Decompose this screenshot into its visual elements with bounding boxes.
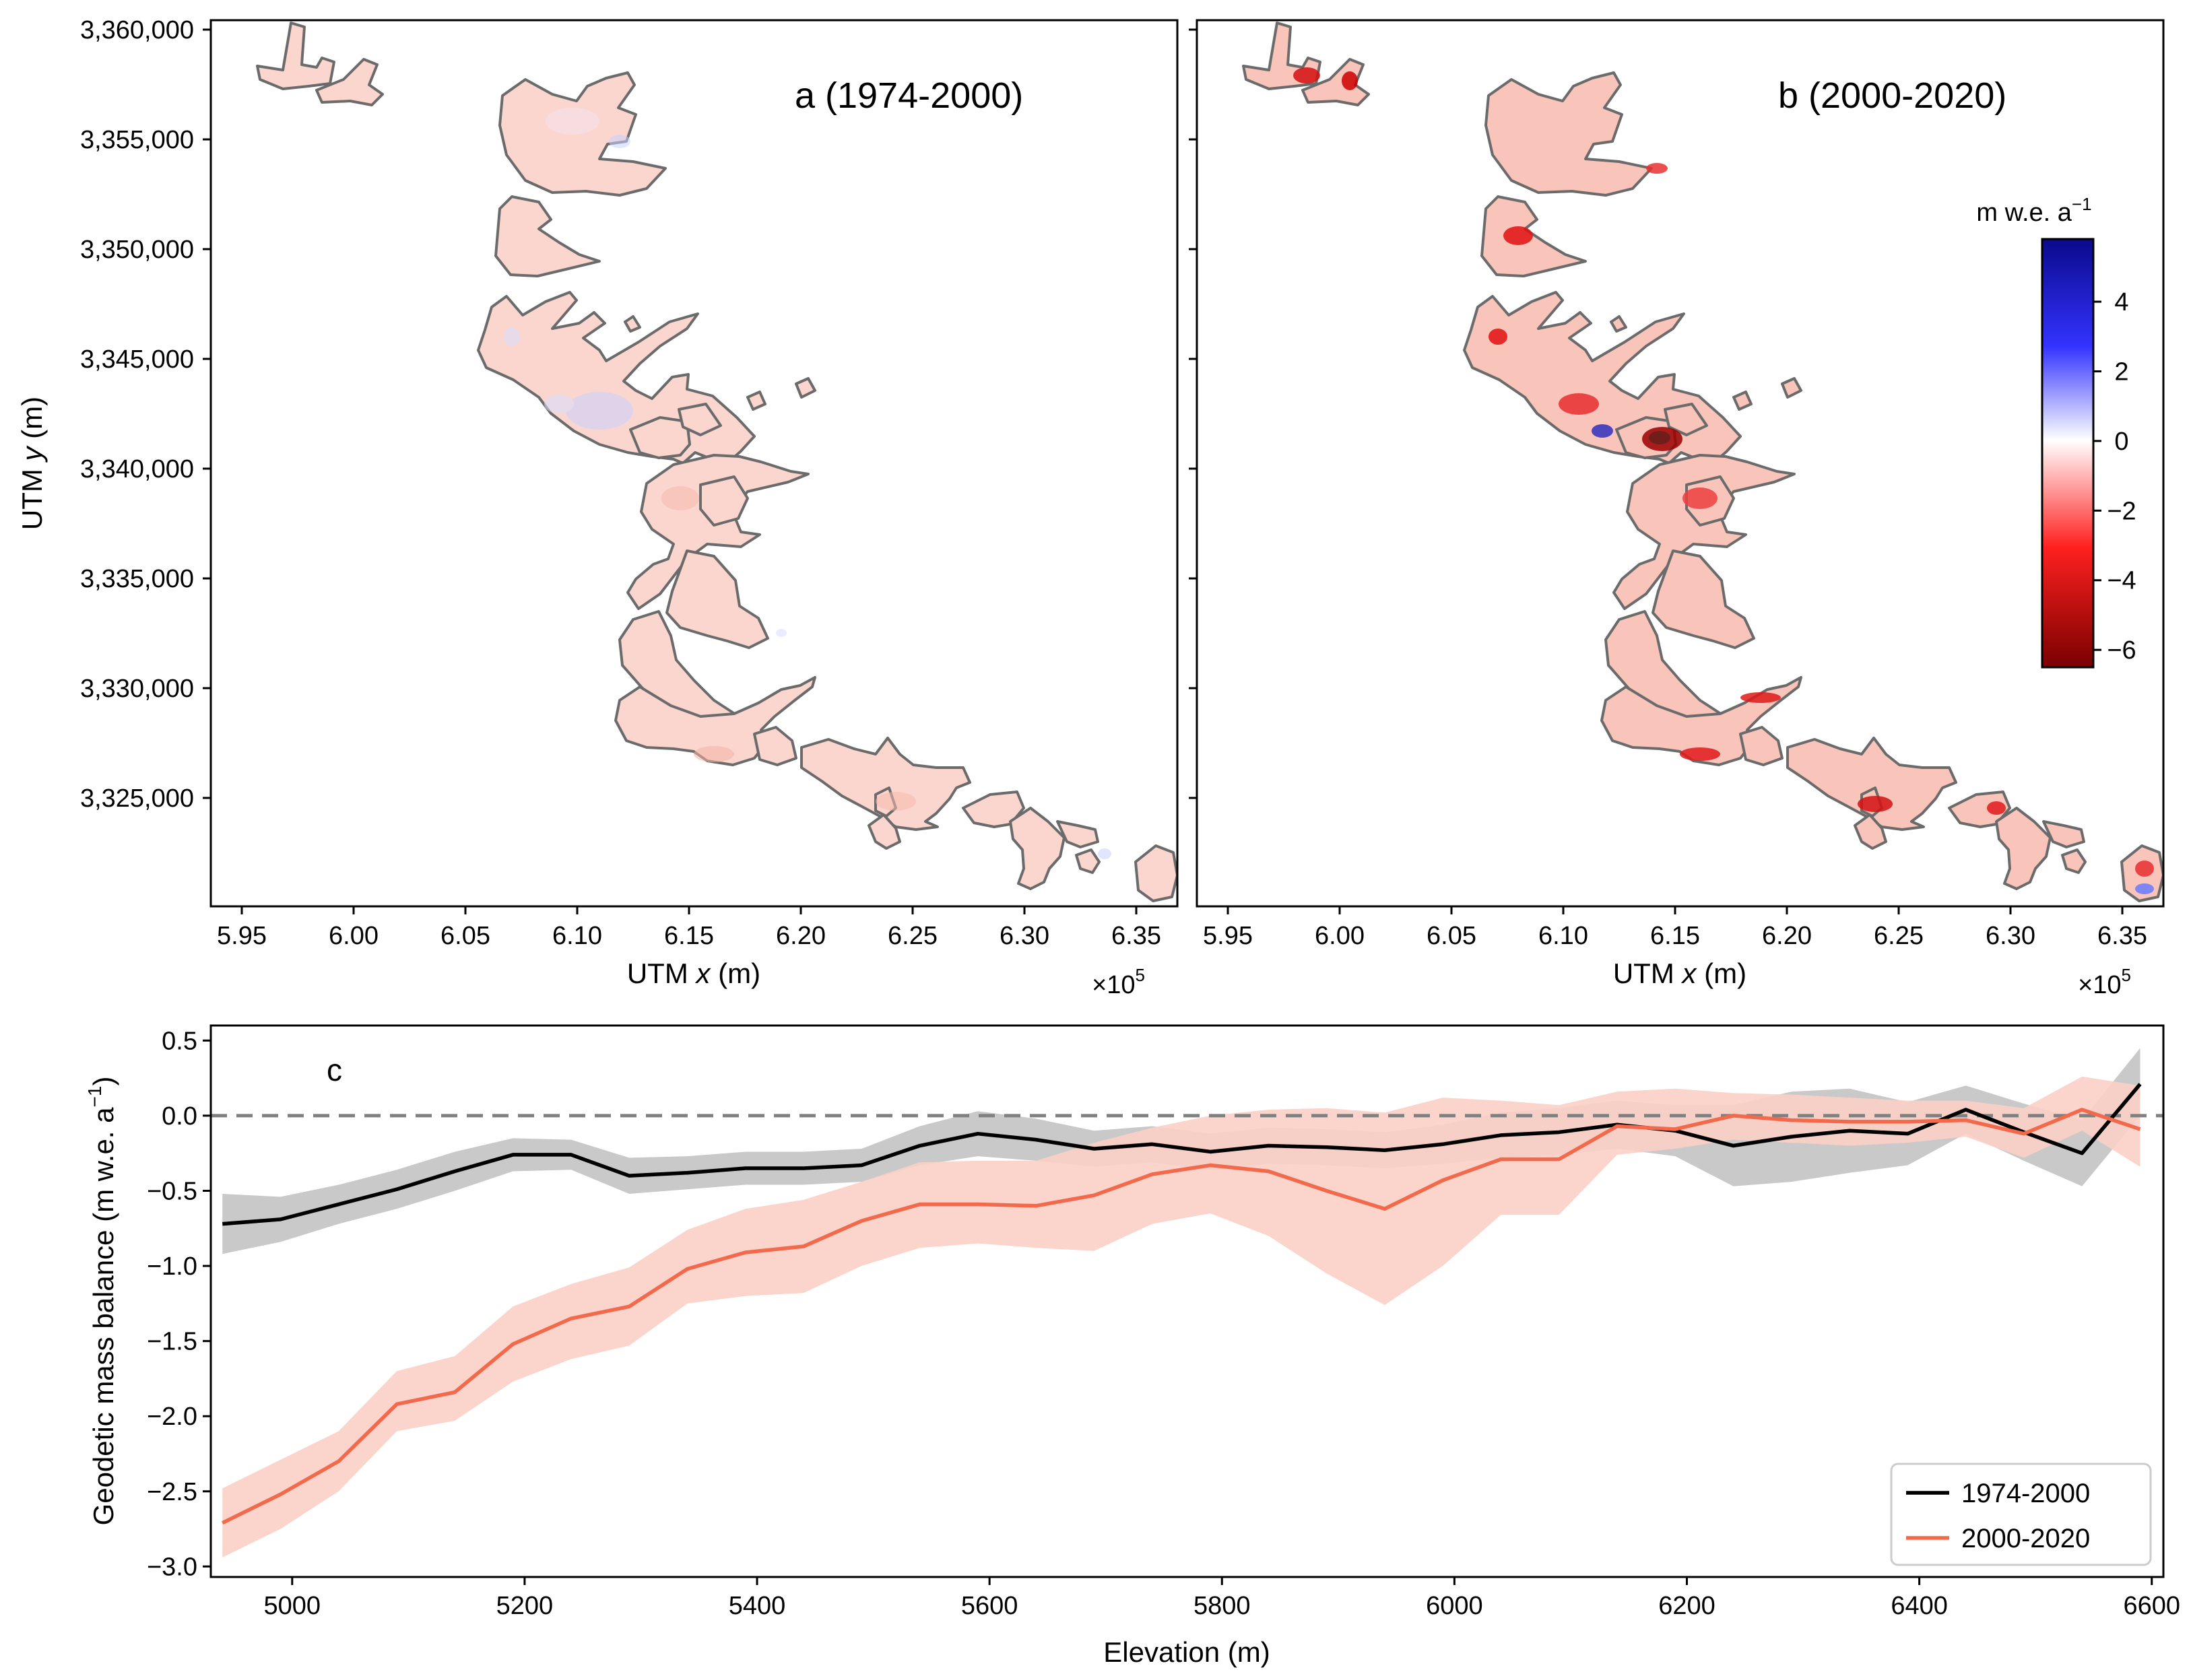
y-tick-label: 3,360,000 — [80, 16, 194, 44]
x-tick-label: 6.25 — [888, 922, 938, 950]
y-tick-label: −3.0 — [147, 1553, 197, 1581]
panel-b-map: b (2000-2020) 5.95 6.00 6.05 6.10 6.15 6.20 6.… — [1189, 19, 2165, 999]
panel-a-map: a (1974-2000) 5.95 6.00 6.05 6.10 6.15 6.20 6.… — [16, 16, 1179, 999]
colorbar-tick-label: −2 — [2107, 497, 2136, 525]
y-tick-label: −1.5 — [147, 1328, 197, 1356]
y-tick-label: 3,350,000 — [80, 236, 194, 264]
x-tick-label: 5.95 — [1203, 922, 1253, 950]
panel-c-frame — [209, 1024, 2165, 1578]
panel-c-xlabel: Elevation (m) — [1103, 1636, 1270, 1668]
panel-b-x-ticks: 5.95 6.00 6.05 6.10 6.15 6.20 6.25 6.30 6.35 — [1203, 906, 2147, 950]
legend-box — [1890, 1463, 2152, 1566]
legend: 1974-2000 2000-2020 — [1890, 1463, 2152, 1566]
panel-a-y-ticks: 3,325,000 3,330,000 3,335,000 3,340,000 3,34… — [80, 16, 211, 813]
x-tick-label: 5400 — [729, 1592, 786, 1620]
y-tick-label: 3,340,000 — [80, 455, 194, 483]
colorbar-tick-label: 0 — [2114, 428, 2128, 456]
panel-b-title: b (2000-2020) — [1778, 75, 2006, 116]
colorbar-tick-label: 2 — [2114, 358, 2128, 386]
y-tick-label: −2.0 — [147, 1403, 197, 1431]
glacier-outlines-b — [1242, 22, 2163, 902]
x-tick-label: 6.35 — [2097, 922, 2147, 950]
line-1974-2000 — [222, 1083, 2142, 1226]
colorbar-tick-label: −4 — [2107, 567, 2136, 595]
x-tick-label: 6.20 — [1762, 922, 1812, 950]
line-2000-2020 — [222, 1108, 2141, 1525]
x-tick-label: 5800 — [1193, 1592, 1251, 1620]
x-tick-label: 5000 — [264, 1592, 321, 1620]
colorbar-ticks: 4 2 0 −2 −4 −6 — [2093, 288, 2136, 665]
x-tick-label: 5600 — [961, 1592, 1018, 1620]
panel-c-chart: c 5000 5200 5400 5600 5800 6000 6200 6400 6600 0… — [84, 1024, 2180, 1668]
y-tick-label: 3,330,000 — [80, 675, 194, 703]
panel-a-title: a (1974-2000) — [795, 75, 1023, 116]
band-2000-2020 — [222, 1076, 2140, 1557]
y-tick-label: 3,325,000 — [80, 784, 194, 813]
glacier-outlines-a — [256, 22, 1177, 902]
y-tick-label: 0.5 — [162, 1027, 197, 1055]
x-tick-label: 6.30 — [1986, 922, 2035, 950]
x-tick-label: 5200 — [496, 1592, 554, 1620]
panel-b-offset-label: ×105 — [2078, 965, 2131, 999]
x-tick-label: 6.20 — [776, 922, 826, 950]
x-tick-label: 6.10 — [552, 922, 602, 950]
panel-a-xlabel: UTM x (m) — [627, 957, 760, 989]
y-tick-label: 3,345,000 — [80, 345, 194, 374]
y-tick-label: 3,335,000 — [80, 565, 194, 593]
panel-c-ylabel: Geodetic mass balance (m w.e. a−1) — [84, 1077, 119, 1526]
x-tick-label: 6000 — [1426, 1592, 1483, 1620]
colorbar-tick-label: 4 — [2114, 288, 2128, 316]
x-tick-label: 6.00 — [1315, 922, 1365, 950]
panel-c-label: c — [327, 1052, 342, 1087]
x-tick-label: 6.15 — [1650, 922, 1700, 950]
x-tick-label: 6.15 — [664, 922, 714, 950]
colorbar-tick-label: −6 — [2107, 636, 2136, 665]
panel-a-ylabel: UTM y (m) — [16, 397, 48, 530]
y-tick-label: −2.5 — [147, 1478, 197, 1506]
x-tick-label: 6200 — [1658, 1592, 1715, 1620]
x-tick-label: 6.05 — [440, 922, 490, 950]
colorbar-gradient — [2041, 238, 2095, 669]
x-tick-label: 5.95 — [217, 922, 267, 950]
x-tick-label: 6600 — [2123, 1592, 2180, 1620]
panel-b-frame — [1196, 19, 2165, 908]
x-tick-label: 6.00 — [329, 922, 379, 950]
panel-b-xlabel: UTM x (m) — [1613, 957, 1746, 989]
panel-a-frame — [209, 19, 1179, 908]
y-tick-label: −1.0 — [147, 1252, 197, 1281]
panel-c-y-ticks: 0.5 0.0 −0.5 −1.0 −1.5 −2.0 −2.5 −3.0 — [147, 1027, 211, 1581]
panel-a-x-ticks: 5.95 6.00 6.05 6.10 6.15 6.20 6.25 6.30 6.35 — [217, 906, 1161, 950]
x-tick-label: 6.30 — [1000, 922, 1049, 950]
panel-a-offset-label: ×105 — [1092, 965, 1145, 999]
panel-c-x-ticks: 5000 5200 5400 5600 5800 6000 6200 6400 6600 — [264, 1577, 2180, 1620]
y-tick-label: 3,355,000 — [80, 126, 194, 154]
y-tick-label: −0.5 — [147, 1177, 197, 1205]
x-tick-label: 6.25 — [1874, 922, 1924, 950]
x-tick-label: 6400 — [1891, 1592, 1948, 1620]
colorbar: m w.e. a−1 4 2 0 −2 −4 −6 — [1976, 194, 2136, 669]
panel-b-y-ticks — [1189, 28, 1197, 799]
x-tick-label: 6.05 — [1427, 922, 1476, 950]
y-tick-label: 0.0 — [162, 1102, 197, 1131]
legend-label-2000-2020: 2000-2020 — [1961, 1524, 2090, 1553]
x-tick-label: 6.35 — [1111, 922, 1161, 950]
x-tick-label: 6.10 — [1538, 922, 1588, 950]
colorbar-label: m w.e. a−1 — [1976, 194, 2091, 227]
legend-label-1974-2000: 1974-2000 — [1961, 1479, 2090, 1508]
